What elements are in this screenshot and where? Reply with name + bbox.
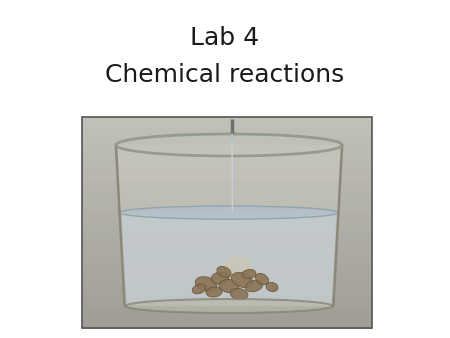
Ellipse shape [256,273,269,285]
Bar [82,307,372,318]
Bar [82,180,372,192]
Polygon shape [116,145,342,306]
Ellipse shape [266,282,278,292]
Ellipse shape [206,287,222,297]
Bar [82,170,372,181]
Ellipse shape [230,288,248,300]
Ellipse shape [116,134,342,156]
Bar [82,201,372,213]
Ellipse shape [192,284,206,294]
Ellipse shape [231,272,252,288]
Bar [82,191,372,202]
Text: Chemical reactions: Chemical reactions [105,63,345,87]
Ellipse shape [242,269,256,279]
Bar [82,244,372,255]
Bar [82,275,372,287]
Bar [82,127,372,139]
Bar [82,265,372,276]
Bar [82,159,372,171]
Ellipse shape [245,280,263,292]
Ellipse shape [217,266,231,277]
Ellipse shape [120,206,338,219]
Bar [82,138,372,150]
Bar [82,296,372,308]
Bar [82,222,372,234]
Bar [82,254,372,266]
Ellipse shape [219,280,239,292]
Ellipse shape [223,255,251,277]
Bar [82,117,372,128]
Ellipse shape [126,299,333,313]
Bar [82,286,372,297]
Bar [82,233,372,245]
Bar [82,149,372,160]
Ellipse shape [211,272,229,284]
Bar [82,317,372,329]
Polygon shape [122,213,337,306]
Text: Lab 4: Lab 4 [190,26,260,50]
Ellipse shape [195,277,217,291]
Bar [82,212,372,223]
